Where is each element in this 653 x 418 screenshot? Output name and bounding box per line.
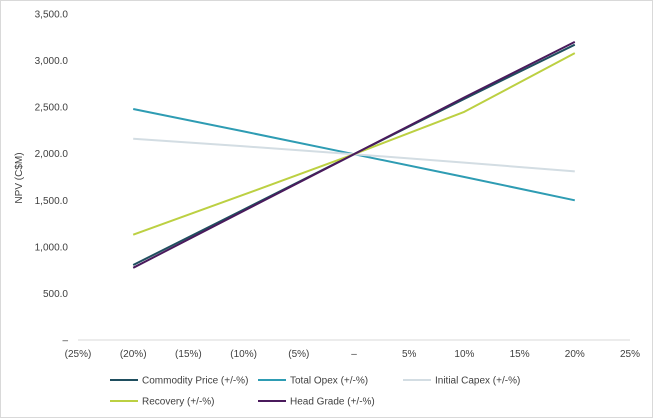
x-tick-label: 15% xyxy=(510,349,530,360)
y-axis-title: NPV (C$M) xyxy=(14,152,25,203)
y-tick-label: 2,000.0 xyxy=(35,149,69,160)
y-tick-label: 1,500.0 xyxy=(35,196,69,207)
x-tick-label: (10%) xyxy=(230,349,257,360)
axes: – 500.0 1,000.0 1,500.0 2,000.0 2,500.0 3,000.… xyxy=(35,10,640,361)
x-tick-label: – xyxy=(351,349,357,360)
x-tick-label: (15%) xyxy=(175,349,202,360)
y-tick-label: 1,000.0 xyxy=(35,242,69,253)
x-tick-label: 10% xyxy=(454,349,474,360)
y-tick-label: – xyxy=(62,336,68,347)
legend-label: Recovery (+/-%) xyxy=(142,397,215,408)
y-tick-label: 3,500.0 xyxy=(35,10,69,21)
y-tick-label: 3,000.0 xyxy=(35,56,69,67)
x-tick-label: 25% xyxy=(620,349,640,360)
y-tick-label: 2,500.0 xyxy=(35,103,69,114)
x-tick-label: (5%) xyxy=(288,349,309,360)
x-tick-label: (20%) xyxy=(120,349,147,360)
legend-label: Commodity Price (+/-%) xyxy=(142,376,248,387)
series-line-head xyxy=(132,41,576,269)
legend-label: Total Opex (+/-%) xyxy=(290,376,368,387)
series-lines xyxy=(132,41,576,269)
x-tick-label: (25%) xyxy=(65,349,92,360)
x-tick-label: 5% xyxy=(402,349,417,360)
x-tick-label: 20% xyxy=(565,349,585,360)
legend-label: Initial Capex (+/-%) xyxy=(435,376,520,387)
legend: Commodity Price (+/-%) Total Opex (+/-%) I… xyxy=(110,376,520,408)
legend-label: Head Grade (+/-%) xyxy=(290,397,375,408)
y-tick-label: 500.0 xyxy=(43,289,68,300)
